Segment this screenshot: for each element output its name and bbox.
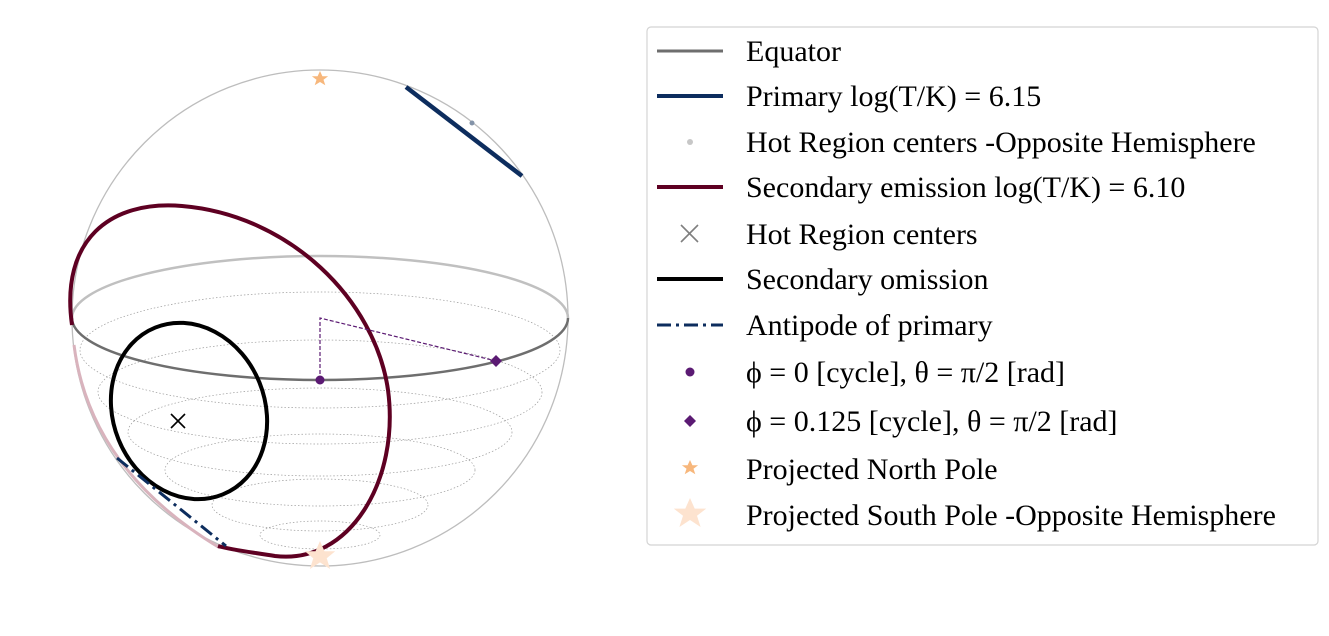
legend-swatch-x [680,224,699,243]
legend-entry-hot-region-centers: Hot Region centers [680,218,978,251]
legend-label: ϕ = 0.125 [cycle], θ = π/2 [rad] [746,405,1118,438]
legend-entry-hot-region-opposite: Hot Region centers -Opposite Hemisphere [687,126,1256,159]
legend-label: Projected North Pole [746,453,998,486]
legend-label: Antipode of primary [746,309,993,342]
north-pole-marker [311,71,329,86]
legend-entry-primary: Primary log(T/K) = 6.15 [657,80,1041,113]
legend-label: ϕ = 0 [cycle], θ = π/2 [rad] [746,356,1065,389]
secondary-emission-far-side [72,344,221,550]
legend-label: Secondary omission [746,263,988,296]
legend-label: Hot Region centers [746,218,978,251]
legend-entry-south-pole: Projected South Pole -Opposite Hemispher… [673,498,1276,532]
latitude-line [79,291,561,409]
phase-0125-marker [490,355,502,367]
legend-swatch-star [681,460,699,475]
latitude-line [211,478,429,532]
legend-swatch-diamond [684,415,696,427]
legend-label: Projected South Pole -Opposite Hemispher… [746,499,1276,532]
legend-swatch-dot [685,367,695,377]
legend-label: Secondary emission log(T/K) = 6.10 [746,171,1185,204]
latitude-line [127,387,513,477]
primary-region-line [404,85,524,178]
legend-frame [646,26,1319,546]
legend-swatch-dot [687,139,693,145]
hot-region-center-marker [170,413,186,429]
legend-label: Primary log(T/K) = 6.15 [746,80,1041,113]
latitude-line [164,433,476,507]
secondary-emission-ring [68,203,392,559]
south-pole-marker [304,541,336,569]
latitude-line [97,339,543,445]
legend-label: Equator [746,35,841,68]
legend-entry-phase-0125: ϕ = 0.125 [cycle], θ = π/2 [rad] [684,405,1118,438]
phase-zero-marker [315,375,325,385]
legend: Equator Primary log(T/K) = 6.15 Hot Regi… [646,26,1319,546]
equator-back [70,254,570,319]
legend-entry-secondary-omission: Secondary omission [657,263,988,296]
sphere-diagram [68,69,570,569]
phase-guide-line [319,317,497,380]
legend-entry-antipode: Antipode of primary [657,309,993,342]
legend-swatch-star-large [673,498,707,527]
legend-entry-equator: Equator [657,35,841,68]
antipode-of-primary-line [116,456,227,548]
legend-entry-secondary-emission: Secondary emission log(T/K) = 6.10 [657,171,1185,204]
secondary-omission-ring [108,320,270,502]
legend-label: Hot Region centers -Opposite Hemisphere [746,126,1256,159]
legend-entry-phase-zero: ϕ = 0 [cycle], θ = π/2 [rad] [685,356,1065,389]
primary-opposite-center-dot [469,120,475,126]
legend-entry-north-pole: Projected North Pole [681,453,998,486]
